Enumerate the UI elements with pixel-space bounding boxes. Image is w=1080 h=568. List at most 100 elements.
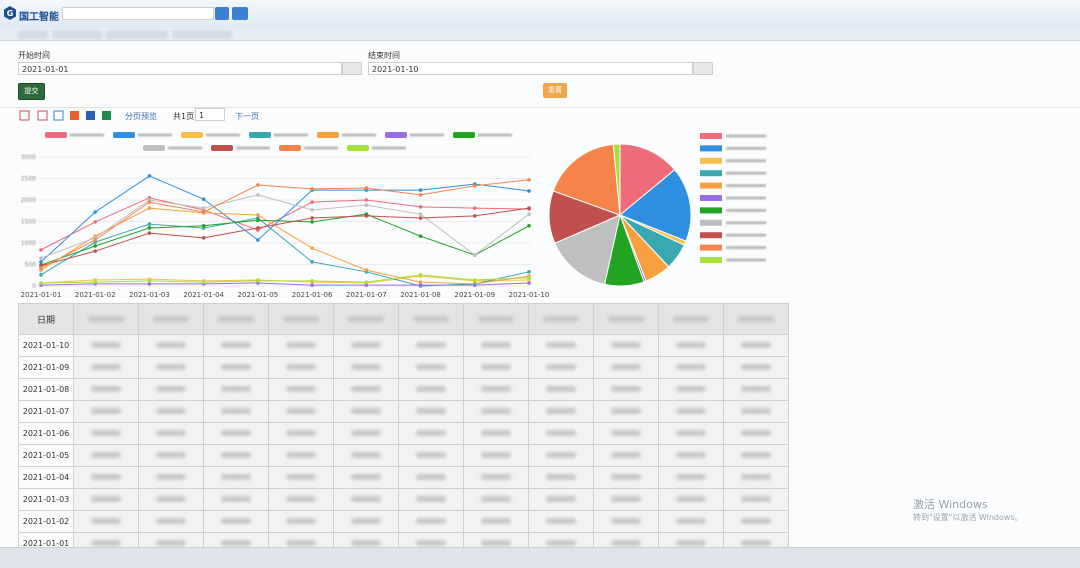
calendar-button[interactable]	[342, 62, 362, 75]
value-cell-blurred	[138, 334, 204, 357]
icon[interactable]	[86, 111, 95, 120]
value-cell-blurred	[203, 422, 269, 445]
blurred-text	[676, 496, 706, 502]
series-line	[40, 197, 530, 251]
blurred-text	[676, 518, 706, 524]
y-tick-label: 0	[32, 283, 36, 290]
data-point	[256, 238, 260, 242]
blurred-text	[481, 430, 511, 436]
series-line	[40, 274, 530, 284]
blurred-text	[286, 518, 316, 524]
legend-text-blur	[726, 159, 766, 163]
tab[interactable]	[52, 30, 102, 39]
data-point	[364, 268, 369, 272]
table-row: 2021-01-02	[18, 510, 789, 533]
blurred-text	[156, 408, 186, 414]
legend-text-blur	[726, 184, 766, 188]
next-link[interactable]: 下一页	[235, 112, 259, 121]
icon[interactable]	[70, 111, 79, 120]
calendar-button[interactable]	[693, 62, 713, 75]
data-point	[39, 266, 43, 270]
value-cell-blurred	[398, 400, 464, 423]
legend-text-blur	[478, 133, 512, 137]
value-cell-blurred	[723, 510, 789, 533]
start-input[interactable]: 2021-01-01	[18, 62, 342, 75]
blurred-text	[348, 315, 384, 322]
logo-icon: G	[4, 6, 16, 20]
icon[interactable]	[19, 110, 30, 121]
data-point	[418, 193, 423, 197]
series-line	[40, 217, 530, 287]
legend-swatch	[700, 232, 722, 239]
start-label: 开始时间	[18, 51, 50, 60]
tab[interactable]	[106, 30, 168, 39]
pie-slice	[552, 143, 621, 216]
value-cell-blurred	[73, 422, 139, 445]
blurred-text	[481, 452, 511, 458]
series-line	[40, 179, 530, 269]
legend-swatch	[700, 182, 722, 189]
data-point	[201, 210, 206, 214]
legend-text-blur	[168, 146, 202, 150]
value-cell-blurred	[463, 444, 529, 467]
value-cell-blurred	[73, 488, 139, 511]
series-line	[40, 194, 530, 259]
data-point	[39, 248, 43, 252]
icon[interactable]	[102, 111, 111, 120]
search-input[interactable]	[62, 7, 214, 20]
search-button[interactable]	[215, 7, 229, 20]
data-point	[472, 278, 477, 282]
header-cell-blurred	[73, 303, 139, 335]
submit-button[interactable]: 提交	[18, 83, 45, 100]
blurred-text	[416, 452, 446, 458]
page-select[interactable]: 1	[195, 108, 225, 121]
value-cell-blurred	[723, 422, 789, 445]
reset-button[interactable]: 重置	[543, 83, 567, 98]
value-cell-blurred	[528, 378, 594, 401]
value-cell-blurred	[73, 356, 139, 379]
value-cell-blurred	[528, 532, 594, 547]
data-point	[147, 200, 152, 204]
blurred-text	[351, 540, 381, 546]
blurred-text	[611, 518, 641, 524]
value-cell-blurred	[593, 356, 659, 379]
value-cell-blurred	[268, 334, 334, 357]
data-point	[310, 220, 314, 224]
blurred-text	[416, 496, 446, 502]
legend-text-blur	[726, 233, 766, 237]
legend-text-blur	[236, 146, 270, 150]
table-row: 2021-01-09	[18, 356, 789, 379]
data-point	[472, 283, 477, 287]
blurred-text	[286, 474, 316, 480]
tab[interactable]	[18, 30, 48, 39]
legend-swatch	[317, 132, 339, 138]
blurred-text	[676, 430, 706, 436]
blurred-text	[286, 364, 316, 370]
value-cell-blurred	[398, 422, 464, 445]
icon[interactable]	[37, 110, 48, 121]
x-tick-label: 2021-01-09	[454, 291, 495, 299]
legend-text-blur	[726, 221, 766, 225]
data-point	[364, 186, 369, 190]
preview-link[interactable]: 分页预览	[125, 112, 157, 121]
value-cell-blurred	[268, 356, 334, 379]
y-tick-label: 3000	[21, 154, 36, 161]
blurred-text	[481, 474, 511, 480]
legend-swatch	[700, 133, 722, 139]
blurred-text	[221, 364, 251, 370]
data-point	[310, 208, 314, 212]
blurred-text	[221, 496, 251, 502]
value-cell-blurred	[658, 510, 724, 533]
value-cell-blurred	[528, 422, 594, 445]
blurred-text	[283, 315, 319, 322]
end-input[interactable]: 2021-01-10	[368, 62, 693, 75]
data-point	[93, 220, 98, 224]
x-tick-label: 2021-01-04	[183, 291, 224, 299]
value-cell-blurred	[528, 334, 594, 357]
data-point	[201, 224, 206, 228]
data-point	[472, 253, 477, 257]
value-cell-blurred	[398, 532, 464, 547]
upload-button[interactable]	[232, 7, 248, 20]
icon[interactable]	[53, 110, 64, 121]
tab[interactable]	[172, 30, 232, 39]
